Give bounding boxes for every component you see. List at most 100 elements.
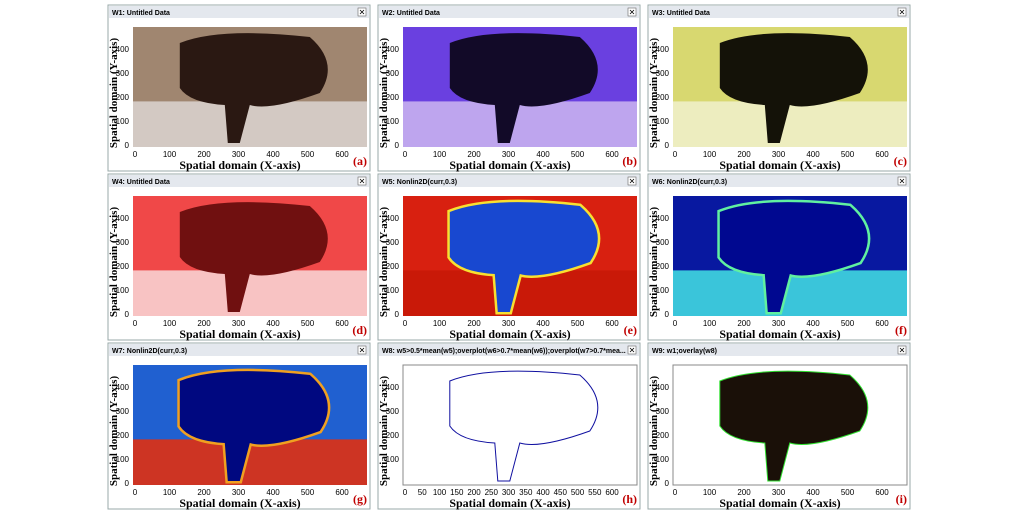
x-axis-label: Spatial domain (X-axis) <box>719 496 840 510</box>
x-tick-label: 500 <box>301 150 315 159</box>
y-tick-label: 400 <box>656 383 670 392</box>
window: W4: Untitled Data 0 100 200 300 400 0 100 200 300… <box>107 173 371 341</box>
x-tick-label: 600 <box>605 319 619 328</box>
x-tick-label: 100 <box>163 150 177 159</box>
x-tick-label: 200 <box>467 319 481 328</box>
panel-letter: (i) <box>896 492 907 506</box>
x-tick-label: 300 <box>502 319 516 328</box>
y-tick-label: 0 <box>125 479 130 488</box>
x-axis-label: Spatial domain (X-axis) <box>179 158 300 172</box>
x-tick-label: 300 <box>772 319 786 328</box>
y-axis-label: Spatial domain (Y-axis) <box>648 38 660 149</box>
x-axis-label: Spatial domain (X-axis) <box>719 158 840 172</box>
y-tick-label: 200 <box>116 431 130 440</box>
panel-letter: (b) <box>622 154 637 168</box>
y-tick-label: 100 <box>656 117 670 126</box>
image-lower <box>403 101 637 147</box>
image-lower <box>673 101 907 147</box>
x-tick-label: 200 <box>737 488 751 497</box>
y-tick-label: 300 <box>386 407 400 416</box>
x-tick-label: 600 <box>875 488 889 497</box>
y-tick-label: 300 <box>386 69 400 78</box>
title-bar <box>649 6 909 18</box>
y-tick-label: 300 <box>656 238 670 247</box>
image-blob <box>449 370 599 482</box>
y-tick-label: 300 <box>656 69 670 78</box>
x-tick-label: 400 <box>806 488 820 497</box>
x-tick-label: 500 <box>301 488 315 497</box>
x-tick-label: 100 <box>433 488 447 497</box>
x-tick-label: 0 <box>403 488 408 497</box>
y-tick-label: 400 <box>116 383 130 392</box>
y-axis-label: Spatial domain (Y-axis) <box>108 376 120 487</box>
x-tick-label: 200 <box>737 319 751 328</box>
x-tick-label: 500 <box>841 150 855 159</box>
y-tick-label: 100 <box>116 286 130 295</box>
y-tick-label: 200 <box>386 262 400 271</box>
y-tick-label: 400 <box>386 45 400 54</box>
x-tick-label: 500 <box>301 319 315 328</box>
x-tick-label: 600 <box>605 488 619 497</box>
close-icon <box>359 9 365 15</box>
image-lower <box>133 101 367 147</box>
y-tick-label: 200 <box>656 431 670 440</box>
x-tick-label: 100 <box>163 488 177 497</box>
y-tick-label: 0 <box>125 141 130 150</box>
x-tick-label: 100 <box>703 319 717 328</box>
x-tick-label: 200 <box>197 319 211 328</box>
x-tick-label: 200 <box>197 150 211 159</box>
x-tick-label: 400 <box>806 319 820 328</box>
panel-letter: (c) <box>894 154 907 168</box>
panel-letter: (f) <box>895 323 907 337</box>
y-tick-label: 100 <box>386 286 400 295</box>
x-tick-label: 0 <box>133 150 138 159</box>
window-title: W9: w1;overlay(w8) <box>652 348 717 355</box>
y-tick-label: 400 <box>656 45 670 54</box>
image-blob <box>179 371 328 481</box>
title-bar <box>379 344 639 356</box>
y-tick-label: 100 <box>656 455 670 464</box>
image-lower <box>133 270 367 316</box>
x-tick-label: 0 <box>133 319 138 328</box>
close-icon <box>629 9 635 15</box>
x-tick-label: 500 <box>841 488 855 497</box>
x-tick-label: 600 <box>605 150 619 159</box>
y-axis-label: Spatial domain (Y-axis) <box>378 376 390 487</box>
window: W5: Nonlin2D(curr,0.3) 0 100 200 300 400 0 100 2… <box>377 173 641 341</box>
x-tick-label: 250 <box>485 488 499 497</box>
close-icon <box>899 347 905 353</box>
title-bar <box>379 175 639 187</box>
x-tick-label: 300 <box>232 150 246 159</box>
y-tick-label: 200 <box>656 262 670 271</box>
y-axis-label: Spatial domain (Y-axis) <box>108 38 120 149</box>
y-tick-label: 200 <box>386 93 400 102</box>
x-axis-label: Spatial domain (X-axis) <box>179 327 300 341</box>
image-blob <box>719 370 869 482</box>
y-tick-label: 400 <box>386 383 400 392</box>
y-axis-label: Spatial domain (Y-axis) <box>378 38 390 149</box>
close-icon <box>359 178 365 184</box>
image-blob <box>179 202 328 312</box>
x-tick-label: 500 <box>571 150 585 159</box>
window-title: W1: Untitled Data <box>112 10 170 17</box>
y-tick-label: 0 <box>125 310 130 319</box>
window-title: W2: Untitled Data <box>382 10 440 17</box>
y-tick-label: 300 <box>116 238 130 247</box>
image-blob <box>449 202 598 312</box>
y-tick-label: 300 <box>386 238 400 247</box>
image-blob <box>719 33 868 143</box>
x-tick-label: 450 <box>554 488 568 497</box>
x-tick-label: 400 <box>536 488 550 497</box>
window: W9: w1;overlay(w8) 0 100 200 300 400 0 100 200 30… <box>647 342 911 510</box>
x-tick-label: 300 <box>232 319 246 328</box>
x-tick-label: 0 <box>403 150 408 159</box>
window-title: W6: Nonlin2D(curr,0.3) <box>652 179 727 186</box>
x-tick-label: 600 <box>875 150 889 159</box>
x-axis-label: Spatial domain (X-axis) <box>449 158 570 172</box>
window-title: W5: Nonlin2D(curr,0.3) <box>382 179 457 186</box>
window-title: W7: Nonlin2D(curr,0.3) <box>112 348 187 355</box>
title-bar <box>379 6 639 18</box>
image-blob <box>449 33 598 143</box>
y-tick-label: 200 <box>386 431 400 440</box>
